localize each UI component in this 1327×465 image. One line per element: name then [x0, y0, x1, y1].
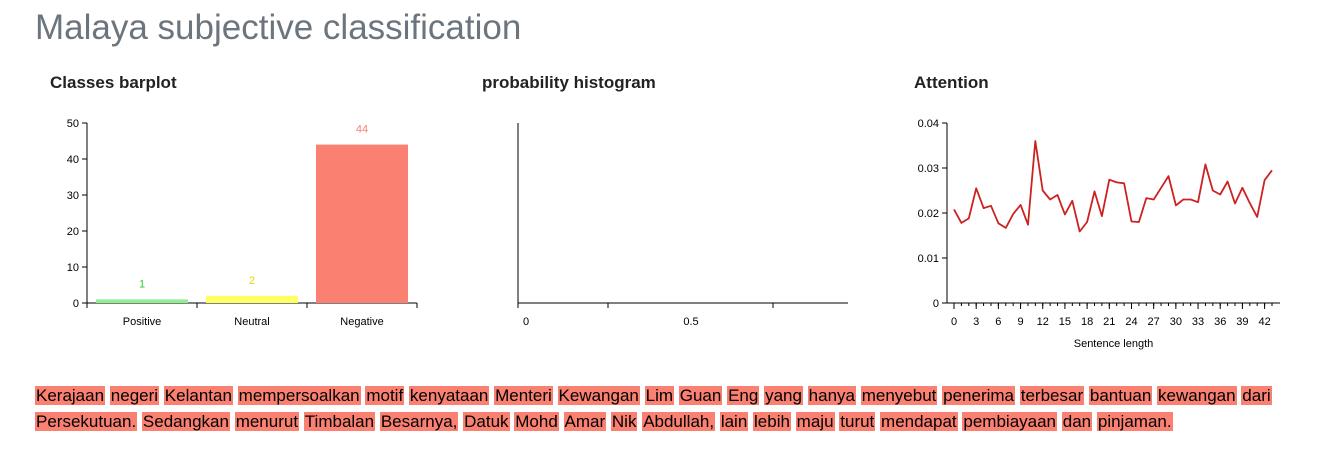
x-axis-label: Sentence length: [1074, 338, 1154, 350]
y-tick-label-4: 0.04: [918, 118, 939, 130]
sentence-word: dari: [1241, 386, 1272, 405]
highlighted-sentence: Kerajaan negeri Kelantan mempersoalkan m…: [35, 383, 1315, 435]
sentence-word: maju: [795, 412, 835, 431]
x-tick-label-3: 3: [973, 316, 979, 328]
sentence-word: Sedangkan: [141, 412, 230, 431]
x-tick-label-12: 12: [1037, 316, 1049, 328]
x-tick-label-15: 15: [1059, 316, 1071, 328]
sentence-word: kewangan: [1157, 386, 1237, 405]
x-tick-label-0-5: 0.5: [683, 316, 698, 328]
x-tick-label-0: 0: [951, 316, 957, 328]
histogram-title: probability histogram: [482, 73, 656, 92]
sentence-word: dan: [1061, 412, 1093, 431]
classes-barplot-chart: 0 10 20 30 40 50 1 Positive 2 Neutral 44 Negative: [67, 118, 418, 328]
y-tick-label-4: 40: [67, 154, 79, 166]
sentence-word: Eng: [727, 386, 760, 405]
sentence-word: Datuk: [463, 412, 510, 431]
x-tick-label-27: 27: [1148, 316, 1160, 328]
x-tick-label-0: 0: [523, 316, 529, 328]
sentence-word: Lim: [644, 386, 675, 405]
y-tick-label-0: 0: [73, 298, 79, 310]
y-tick-label-1: 10: [67, 262, 79, 274]
bar-value-label-positive: 1: [139, 278, 145, 290]
y-tick-label-5: 50: [67, 118, 79, 130]
sentence-word: motif: [365, 386, 405, 405]
sentence-word: yang: [764, 386, 803, 405]
sentence-word: turut: [839, 412, 876, 431]
sentence-word: Amar: [563, 412, 607, 431]
x-tick-label-42: 42: [1258, 316, 1270, 328]
sentence-word: Kewangan: [557, 386, 640, 405]
page-title: Malaya subjective classification: [35, 8, 522, 47]
sentence-word: hanya: [807, 386, 856, 405]
sentence-word: mendapat: [880, 412, 958, 431]
x-tick-label-30: 30: [1170, 316, 1182, 328]
sentence-word: bantuan: [1088, 386, 1153, 405]
sentence-word: lebih: [753, 412, 791, 431]
sentence-word: Timbalan: [303, 412, 376, 431]
x-tick-label-39: 39: [1236, 316, 1248, 328]
attention-series-line: [953, 140, 1273, 233]
sentence-word: penerima: [942, 386, 1016, 405]
x-tick-label-neutral: Neutral: [234, 316, 269, 328]
sentence-word: menyebut: [860, 386, 938, 405]
bar-negative: [316, 144, 408, 303]
x-tick-label-21: 21: [1103, 316, 1115, 328]
attention-title: Attention: [914, 73, 989, 92]
x-tick-label-24: 24: [1125, 316, 1137, 328]
sentence-word: Mohd: [514, 412, 559, 431]
sentence-word: lain: [719, 412, 749, 431]
bar-positive: [96, 299, 188, 303]
y-tick-label-0: 0: [933, 298, 939, 310]
sentence-word: Guan: [678, 386, 723, 405]
x-tick-label-6: 6: [995, 316, 1001, 328]
x-tick-label-9: 9: [1017, 316, 1023, 328]
y-tick-label-3: 0.03: [918, 163, 939, 175]
sentence-word: Nik: [610, 412, 638, 431]
y-tick-label-1: 0.01: [918, 253, 939, 265]
sentence-word: terbesar: [1019, 386, 1085, 405]
y-tick-label-2: 0.02: [918, 208, 939, 220]
x-tick-label-18: 18: [1081, 316, 1093, 328]
bar-neutral: [206, 295, 298, 303]
sentence-word: Abdullah,: [642, 412, 716, 431]
x-tick-label-33: 33: [1192, 316, 1204, 328]
probability-histogram-chart: 0 0.5: [517, 123, 848, 328]
y-tick-label-3: 30: [67, 190, 79, 202]
sentence-word: menurut: [234, 412, 300, 431]
bar-value-label-negative: 44: [356, 124, 368, 136]
sentence-word: Persekutuan.: [35, 412, 138, 431]
x-tick-label-positive: Positive: [123, 316, 162, 328]
sentence-word: Besarnya,: [379, 412, 459, 431]
bar-value-label-neutral: 2: [249, 275, 255, 287]
sentence-word: kenyataan: [408, 386, 490, 405]
barplot-title: Classes barplot: [50, 73, 177, 92]
sentence-word: mempersoalkan: [237, 386, 361, 405]
sentence-word: Menteri: [494, 386, 553, 405]
sentence-word: pinjaman.: [1096, 412, 1173, 431]
x-tick-label-negative: Negative: [340, 316, 383, 328]
sentence-word: Kelantan: [163, 386, 233, 405]
x-tick-label-36: 36: [1214, 316, 1226, 328]
y-tick-label-2: 20: [67, 226, 79, 238]
sentence-word: pembiayaan: [962, 412, 1058, 431]
attention-line-chart: 00.010.020.030.040 3 6 9 12 15 18 21 24 27 30 33 36 3…: [918, 118, 1280, 350]
sentence-word: negeri: [109, 386, 160, 405]
sentence-word: Kerajaan: [35, 386, 106, 405]
